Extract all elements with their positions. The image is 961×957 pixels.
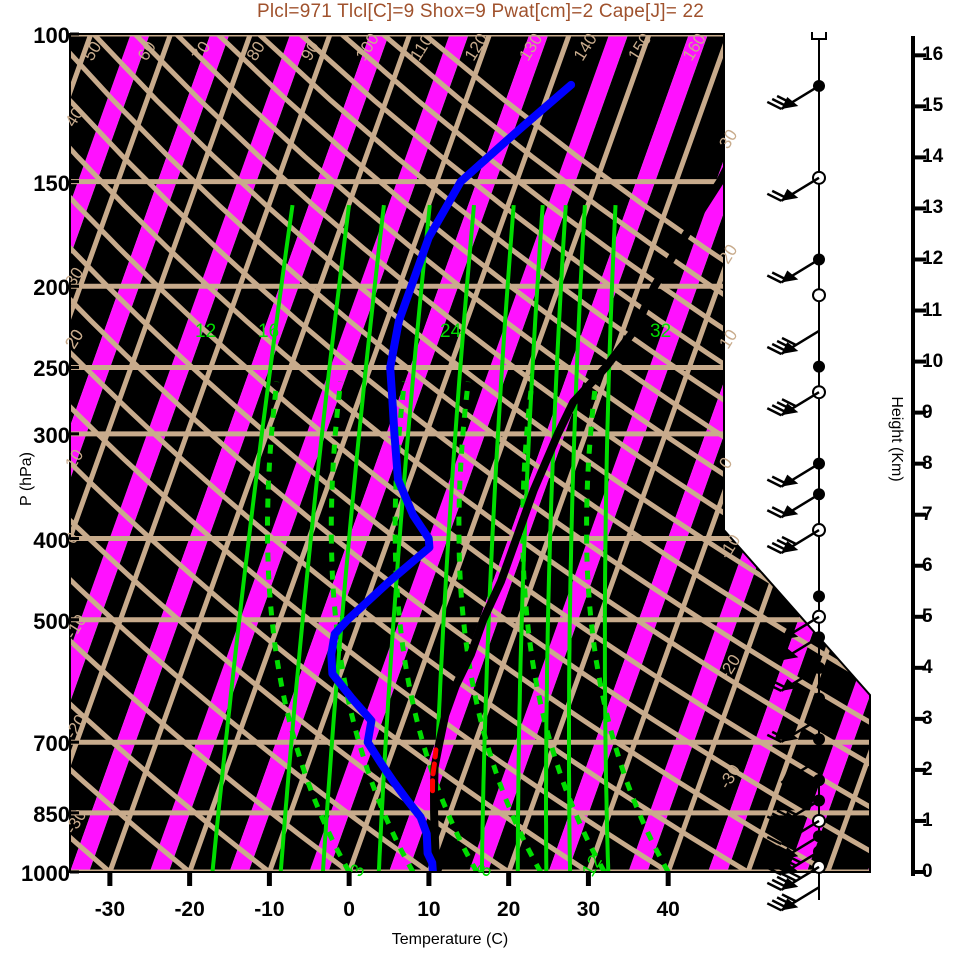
svg-text:16: 16 [258, 321, 279, 342]
height-tick-label: 9 [922, 401, 933, 423]
grid-group [70, 34, 870, 872]
temperature-tick-label: 40 [656, 898, 680, 921]
height-tick-label: 15 [922, 95, 944, 117]
height-tick-label: 0 [922, 861, 933, 882]
axis-ticks [70, 32, 926, 886]
svg-text:32: 32 [650, 321, 671, 342]
height-tick-label: 10 [922, 350, 944, 372]
temperature-tick-label: 0 [343, 898, 355, 921]
height-tick-label: 4 [922, 656, 933, 678]
temperature-axis-label: Temperature (C) [391, 931, 509, 948]
height-tick-label: 14 [922, 146, 944, 168]
svg-text:12: 12 [195, 321, 216, 342]
temperature-tick-label: -20 [174, 898, 205, 921]
temperature-tick-label: 10 [417, 898, 441, 921]
pressure-tick-label: 100 [33, 23, 70, 48]
pressure-axis-label: P (hPa) [18, 452, 35, 506]
svg-text:24: 24 [440, 321, 462, 342]
height-tick-label: 16 [922, 44, 944, 66]
pressure-tick-label: 300 [33, 422, 70, 448]
height-tick-label: 11 [922, 299, 943, 321]
page-title: Plcl=971 Tlcl[C]=9 Shox=9 Pwat[cm]=2 Cap… [256, 1, 705, 22]
pressure-tick-label: 850 [33, 801, 70, 827]
height-tick-label: 7 [922, 503, 933, 525]
temperature-tick-label: 20 [496, 898, 521, 921]
temperature-tick-label: -30 [94, 898, 126, 921]
pressure-tick-label: 1000 [21, 861, 70, 886]
pressure-tick-label: 700 [33, 731, 70, 757]
wind-barb-column [766, 32, 827, 912]
pressure-tick-label: 500 [33, 608, 70, 634]
pressure-tick-label: 200 [33, 275, 70, 301]
temperature-tick-label: 30 [576, 898, 601, 921]
pressure-tick-label: 150 [33, 170, 70, 196]
temperature-tick-label: -10 [254, 898, 285, 921]
pressure-tick-label: 250 [33, 356, 70, 382]
height-tick-label: 8 [922, 452, 933, 474]
height-tick-label: 2 [922, 758, 933, 780]
pressure-axis: 100 150 200 250 300 400 500 700 850 1000 [0, 0, 70, 957]
height-tick-label: 12 [922, 248, 944, 270]
height-tick-label: 13 [922, 197, 944, 219]
pressure-tick-label: 400 [33, 527, 70, 553]
height-tick-label: 5 [922, 605, 933, 627]
height-tick-label: 3 [922, 707, 933, 729]
height-tick-label: 6 [922, 554, 933, 576]
sounding-curves [327, 80, 775, 872]
height-tick-label: 1 [922, 809, 933, 831]
height-axis-label: Height (Km) [888, 396, 905, 482]
